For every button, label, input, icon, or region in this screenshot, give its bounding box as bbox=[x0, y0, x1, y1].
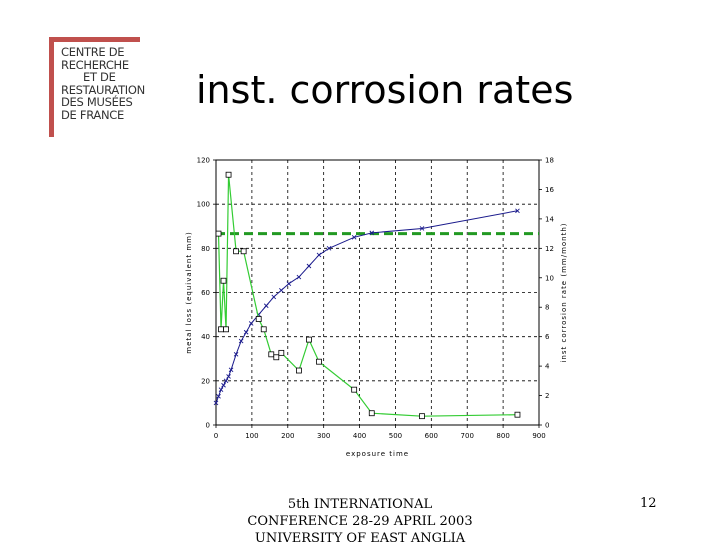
corrosion-rate-point bbox=[240, 248, 247, 255]
x-tick-label: 800 bbox=[496, 432, 509, 440]
logo-line: RECHERCHE bbox=[61, 57, 129, 72]
logo-line: DES MUSÉES bbox=[61, 95, 133, 110]
y-right-tick-label: 10 bbox=[545, 274, 554, 282]
metal-loss-point bbox=[271, 294, 277, 300]
y-left-tick-label: 80 bbox=[201, 245, 210, 253]
x-tick-label: 0 bbox=[214, 432, 218, 440]
logo-line: RESTAURATION bbox=[61, 82, 145, 97]
metal-loss-series-line bbox=[215, 210, 518, 404]
corrosion-rate-point bbox=[260, 326, 267, 333]
y-left-tick-label: 100 bbox=[197, 201, 210, 209]
corrosion-rate-point bbox=[215, 230, 222, 237]
footer-line: 5th INTERNATIONAL bbox=[287, 497, 433, 512]
y-left-tick-label: 20 bbox=[201, 377, 210, 385]
corrosion-rate-point bbox=[225, 171, 232, 178]
corrosion-rate-series-line bbox=[217, 174, 518, 417]
x-axis-label: exposure time bbox=[346, 450, 409, 458]
metal-loss-point bbox=[221, 382, 226, 388]
corrosion-rate-point bbox=[351, 386, 358, 393]
slide-number: 12 bbox=[640, 496, 657, 511]
slide-title: inst. corrosion rates bbox=[196, 68, 574, 112]
footer: 5th INTERNATIONAL CONFERENCE 28-29 APRIL… bbox=[230, 496, 490, 547]
metal-loss-point bbox=[233, 352, 239, 357]
corrosion-rate-point bbox=[368, 410, 375, 417]
metal-loss-point bbox=[419, 226, 425, 231]
corrosion-rate-point bbox=[296, 367, 302, 374]
metal-loss-point bbox=[213, 400, 219, 406]
footer-line: UNIVERSITY OF EAST ANGLIA bbox=[254, 531, 466, 546]
y-right-tick-label: 18 bbox=[545, 157, 554, 165]
y-left-axis-label: metal loss (equivalent mm) bbox=[185, 231, 193, 353]
y-right-tick-label: 4 bbox=[545, 363, 550, 371]
metal-loss-point bbox=[351, 234, 357, 240]
logo-line: CENTRE DE bbox=[61, 45, 125, 59]
metal-loss-point bbox=[515, 208, 520, 214]
logo-bar-left bbox=[49, 37, 54, 137]
y-right-tick-label: 16 bbox=[545, 186, 554, 194]
corrosion-rate-point bbox=[316, 358, 322, 365]
x-tick-label: 500 bbox=[389, 432, 402, 440]
metal-loss-point bbox=[238, 338, 244, 344]
y-left-tick-label: 0 bbox=[206, 422, 210, 430]
x-tick-label: 600 bbox=[425, 432, 438, 440]
x-tick-label: 900 bbox=[532, 432, 545, 440]
metal-loss-point bbox=[306, 263, 312, 269]
y-right-tick-label: 6 bbox=[545, 333, 550, 341]
corrosion-chart: 0 100 200 300 400 500 600 700 800 900020406080100… bbox=[185, 157, 568, 459]
footer-line: CONFERENCE 28-29 APRIL 2003 bbox=[247, 514, 473, 529]
logo-bar-top bbox=[49, 37, 140, 42]
y-left-tick-label: 60 bbox=[201, 289, 210, 297]
corrosion-rate-point bbox=[273, 354, 280, 361]
c2rmf-logo: CENTRE DE RECHERCHE ET DE RESTAURATION D… bbox=[49, 37, 147, 137]
metal-loss-point bbox=[243, 329, 249, 335]
metal-loss-point bbox=[316, 252, 322, 258]
x-tick-label: 400 bbox=[353, 432, 366, 440]
x-tick-label: 200 bbox=[281, 432, 294, 440]
metal-loss-point bbox=[263, 303, 269, 309]
y-left-tick-label: 120 bbox=[197, 157, 210, 165]
metal-loss-point bbox=[218, 387, 224, 392]
corrosion-rate-point bbox=[255, 316, 262, 322]
y-right-tick-label: 2 bbox=[545, 392, 549, 400]
y-left-tick-label: 40 bbox=[201, 333, 210, 341]
corrosion-rate-point bbox=[514, 411, 521, 418]
corrosion-rate-point bbox=[306, 336, 312, 343]
x-tick-label: 100 bbox=[245, 432, 258, 440]
metal-loss-point bbox=[286, 281, 292, 286]
y-right-axis-label: inst corrosion rate (mm/month) bbox=[560, 222, 568, 362]
corrosion-rate-point bbox=[223, 326, 229, 333]
y-right-tick-label: 12 bbox=[545, 245, 554, 253]
corrosion-rate-point bbox=[268, 351, 275, 358]
x-tick-label: 700 bbox=[461, 432, 474, 440]
logo-wordmark: CENTRE DE RECHERCHE ET DE RESTAURATION D… bbox=[61, 46, 145, 122]
metal-loss-point bbox=[296, 274, 302, 280]
metal-loss-point bbox=[278, 287, 284, 293]
logo-line: DE FRANCE bbox=[61, 107, 124, 122]
corrosion-rate-point bbox=[233, 248, 239, 255]
metal-loss-point bbox=[326, 246, 332, 251]
metal-loss-point bbox=[223, 378, 229, 384]
metal-loss-point bbox=[248, 321, 254, 326]
corrosion-rate-point bbox=[278, 349, 285, 356]
y-right-tick-label: 0 bbox=[545, 422, 549, 430]
metal-loss-point bbox=[226, 374, 231, 379]
y-right-tick-label: 8 bbox=[545, 304, 549, 312]
metal-loss-point bbox=[216, 393, 221, 399]
y-right-tick-label: 14 bbox=[545, 215, 554, 223]
metal-loss-point bbox=[228, 367, 234, 373]
corrosion-rate-point bbox=[220, 277, 227, 284]
logo-line: ET DE bbox=[83, 70, 116, 85]
metal-loss-point bbox=[369, 230, 375, 236]
corrosion-rate-point bbox=[419, 413, 425, 420]
x-tick-label: 300 bbox=[317, 432, 330, 440]
corrosion-rate-point bbox=[218, 326, 224, 333]
